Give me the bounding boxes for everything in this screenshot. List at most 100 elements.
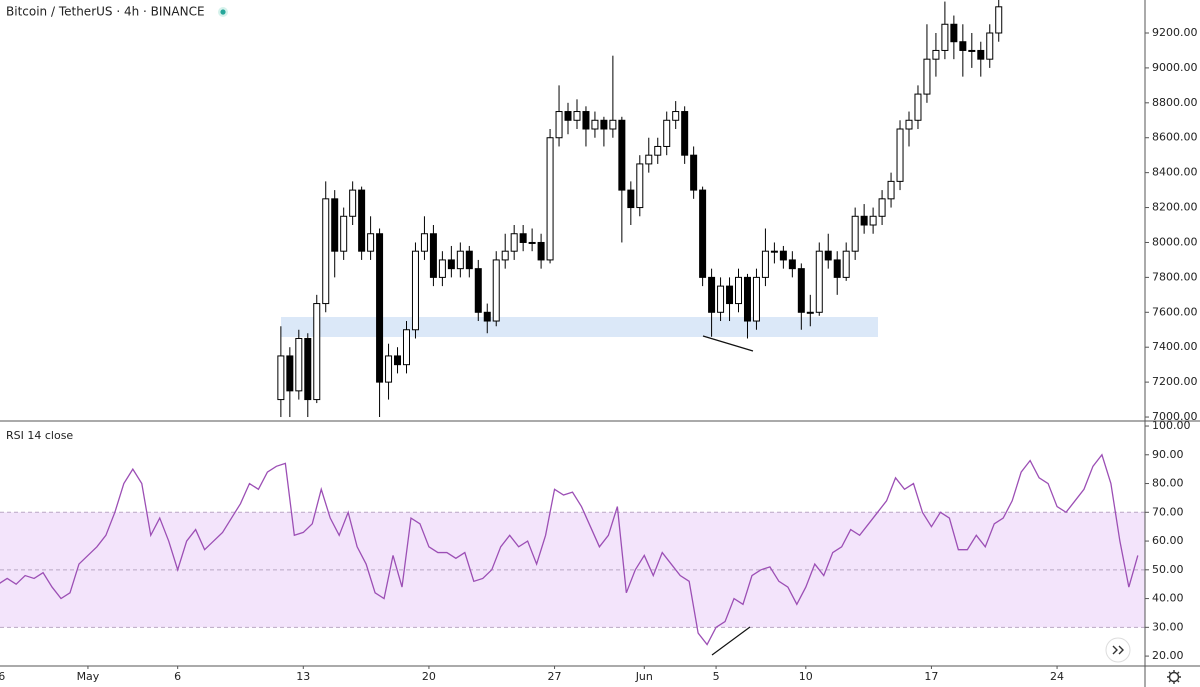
candle-body [277,355,285,401]
rsi-line [0,453,1139,646]
y-tick-label: 50.00 [1152,563,1184,576]
candle-body [564,111,572,121]
candle-body [474,268,482,313]
chart-title: Bitcoin / TetherUS · 4h · BINANCE [6,5,205,19]
candle-body [851,215,859,252]
y-tick-label: 20.00 [1152,649,1184,662]
price-pane [277,0,1003,418]
rsi-pane [0,453,1145,646]
candle-body [977,49,985,60]
candle-body [923,58,931,95]
candle-body [304,337,312,401]
candle-body [708,276,716,313]
candle-body [447,259,455,270]
x-tick-label: 5 [713,670,720,683]
candle-body [591,119,599,130]
status-dot [220,9,226,15]
y-tick-label: 7000.00 [1152,410,1198,423]
candle-body [402,329,410,366]
x-tick-label: 17 [924,670,938,683]
candle-body [546,137,554,261]
candle-body [286,355,294,392]
candle-body [367,233,375,252]
candle-body [645,154,653,165]
candle-body [690,154,698,191]
candle-body [968,49,976,52]
candle-body [519,233,527,243]
candle-body [797,268,805,313]
candle-body [295,337,303,392]
scroll-button[interactable] [1105,637,1131,663]
x-tick-label: 26 [0,670,5,683]
candle-body [501,250,509,261]
candle-body [842,250,850,278]
candle-body [672,111,680,121]
candle-body [420,233,428,252]
candle-body [905,119,913,130]
y-tick-label: 8400.00 [1152,166,1198,179]
candle-body [788,259,796,270]
candle-body [959,41,967,51]
candle-body [681,111,689,156]
candle-body [394,355,402,366]
candle-body [779,250,787,261]
x-tick-label: 6 [174,670,181,683]
candle-body [331,198,339,252]
y-tick-label: 100.00 [1152,419,1191,432]
y-tick-label: 30.00 [1152,620,1184,633]
candle-body [555,111,563,139]
candle-body [573,111,581,121]
x-tick-label: 20 [422,670,436,683]
candle-body [483,311,491,322]
candle-body [699,189,707,278]
candle-body [815,250,823,313]
candle-body [376,233,384,383]
candle-body [654,145,662,156]
candle-body [609,119,617,130]
y-tick-label: 90.00 [1152,448,1184,461]
candle-body [833,259,841,278]
candle-body [618,119,626,191]
y-tick-label: 7200.00 [1152,375,1198,388]
candle-body [860,215,868,226]
settings-button[interactable] [1167,670,1181,684]
candle-body [950,23,958,43]
candle-body [582,111,590,130]
rsi-trendline [711,626,751,656]
y-tick-label: 8800.00 [1152,96,1198,109]
candle-body [663,119,671,147]
candle-body [429,233,437,278]
candle-body [537,241,545,261]
support-zone [281,317,878,337]
x-tick-label: 24 [1050,670,1064,683]
x-tick-label: 10 [799,670,813,683]
candle-body [322,198,330,305]
y-tick-label: 8200.00 [1152,201,1198,214]
candle-body [465,250,473,270]
candle-body [726,285,734,305]
candle-body [510,233,518,252]
candle-body [349,189,357,217]
candle-body [986,32,994,60]
y-tick-label: 7400.00 [1152,340,1198,353]
candle-body [627,189,635,209]
candle-body [492,259,500,322]
y-tick-label: 70.00 [1152,505,1184,518]
rsi-title: RSI 14 close [6,429,73,442]
candle-body [358,189,366,252]
candle-body [941,23,949,51]
candle-body [743,276,751,322]
y-tick-label: 7800.00 [1152,270,1198,283]
axes: 7000.00 7200.00 7400.00 7600.00 7800.00 8000.… [0,26,1198,683]
candle-body [752,276,760,322]
candle-body [600,119,608,130]
candle-body [806,311,814,314]
price-trendline [702,335,754,352]
candle-body [717,285,725,313]
candle-body [528,241,536,244]
candle-body [456,250,464,270]
candle-body [735,276,743,305]
candle-body [824,250,832,261]
candle-body [438,259,446,278]
